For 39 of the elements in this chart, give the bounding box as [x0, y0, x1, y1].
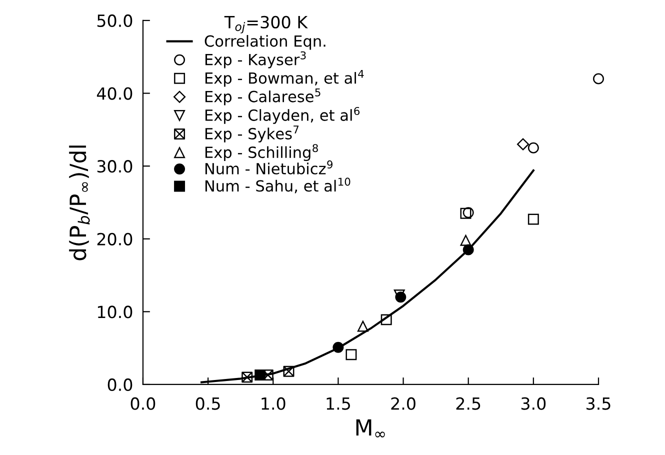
x-tick-label: 1.5 — [326, 397, 350, 410]
x-tick-label: 2.0 — [391, 397, 416, 410]
y-tick-label: 30.0 — [97, 160, 132, 173]
x-tick-label: 1.0 — [262, 397, 286, 410]
y-axis-title: d(P$_{b}$/P$_{∞}$)/dl — [69, 146, 90, 260]
point — [460, 208, 472, 219]
x-tick-label: 3.5 — [586, 397, 610, 410]
legend-label: Exp - Schilling$^{8}$ — [205, 144, 318, 162]
point — [283, 366, 294, 377]
point — [528, 142, 539, 154]
point — [242, 372, 253, 383]
point — [593, 73, 604, 84]
point — [380, 314, 392, 326]
point — [254, 370, 266, 380]
legend-label: Exp - Calarese$^{5}$ — [205, 88, 320, 106]
legend-label: Exp - Bowman, et al$^{4}$ — [205, 70, 364, 87]
legend-label: Num - Nietubicz$^{9}$ — [205, 160, 332, 174]
y-tick-label: 0.0 — [108, 378, 132, 392]
legend-label: Num - Sahu, et al$^{10}$ — [205, 178, 350, 194]
legend-title: T$_{oj}$=300 K — [224, 16, 308, 34]
legend-label: Exp - Sykes$^{7}$ — [205, 126, 299, 142]
point — [528, 214, 539, 225]
x-tick-label: 0.5 — [196, 397, 220, 410]
y-tick-label: 50.0 — [97, 14, 132, 28]
legend-label: Exp - Kayser$^{3}$ — [205, 51, 306, 68]
x-axis-title: M$_{∞}$ — [356, 419, 385, 438]
point — [332, 342, 344, 353]
y-tick-label: 10.0 — [98, 306, 132, 318]
point — [516, 138, 530, 150]
point — [395, 292, 406, 303]
point — [462, 244, 474, 256]
y-tick-label: 20.0 — [97, 232, 132, 246]
x-tick-label: 3.0 — [521, 397, 546, 410]
x-tick-label: 0.0 — [130, 397, 156, 410]
legend-label: Correlation Eqn. — [204, 35, 326, 50]
y-tick-label: 40.0 — [96, 87, 132, 100]
x-tick-label: 2.5 — [456, 397, 480, 410]
legend-label: Exp - Clayden, et al$^{6}$ — [205, 106, 360, 124]
point — [346, 349, 357, 360]
